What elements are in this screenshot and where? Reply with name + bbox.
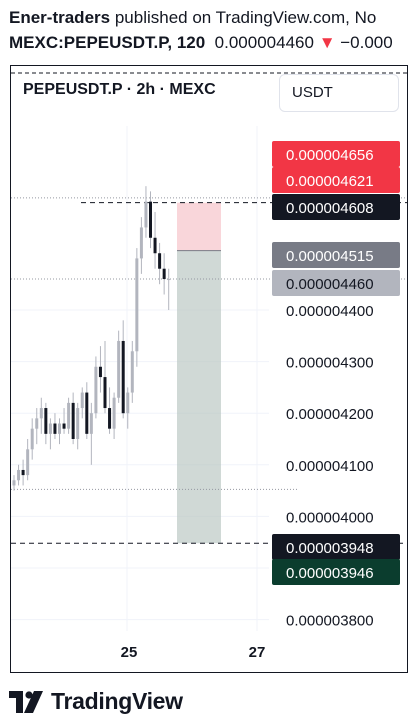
stop-loss-zone (177, 202, 221, 251)
change-down-icon: ▼ (318, 33, 336, 52)
candle (30, 428, 34, 450)
candle (58, 423, 61, 434)
y-axis-tick-label: 0.000004000 (286, 509, 374, 526)
price-label-bg (272, 167, 400, 193)
candle (67, 402, 71, 429)
price-label-tag: 0.000003948 (272, 534, 400, 560)
candle (162, 268, 166, 280)
price-label-text: 0.000004460 (286, 276, 374, 293)
price-label-bg (272, 270, 400, 296)
candle (89, 413, 93, 434)
price-label-text: 0.000003948 (286, 540, 374, 557)
author-name[interactable]: Ener-traders (9, 8, 111, 27)
symbol-interval: MEXC:PEPEUSDT.P, 120 (9, 33, 206, 52)
last-price: 0.000004460 (214, 33, 314, 52)
candle (98, 366, 102, 378)
candle (121, 340, 125, 414)
x-axis-tick-label: 27 (249, 644, 266, 661)
y-axis-tick-label: 0.000004100 (286, 458, 374, 475)
price-label-tag: 0.000004621 (272, 167, 400, 193)
candle (17, 469, 21, 481)
price-label-text: 0.000004621 (286, 173, 374, 190)
price-label-tag: 0.000004460 (272, 270, 400, 296)
candle (130, 351, 134, 393)
candle (39, 408, 43, 419)
take-profit-zone (177, 250, 221, 544)
candle (80, 392, 84, 409)
candle (71, 402, 75, 439)
candle (35, 418, 39, 429)
publish-line: Ener-traders published on TradingView.co… (9, 8, 376, 28)
chart-frame: 0.000004400 0.000004300 0.000004200 0.00000… (10, 65, 408, 673)
price-label-bg (272, 534, 400, 560)
price-label-bg (272, 242, 400, 268)
price-label-bg (272, 141, 400, 167)
x-axis-tick-label: 25 (121, 644, 138, 661)
candle (26, 449, 30, 476)
footer-brand: TradingView (9, 688, 183, 715)
candles (12, 186, 171, 491)
footer-brand-text: TradingView (51, 688, 183, 714)
candle (76, 408, 80, 439)
candle (126, 392, 130, 414)
candle (117, 340, 121, 398)
candle (153, 237, 157, 254)
symbol-line: MEXC:PEPEUSDT.P, 120 0.000004460 ▼ −0.00… (9, 33, 393, 53)
price-label-bg (272, 194, 400, 220)
candle (12, 480, 16, 486)
candle (144, 201, 148, 228)
candle (135, 258, 139, 352)
chart-canvas[interactable]: 0.000004400 0.000004300 0.000004200 0.00000… (11, 66, 408, 673)
y-axis-tick-label: 0.000004400 (286, 303, 374, 320)
currency-selector[interactable]: USDT (279, 74, 399, 112)
price-label-tag: 0.000004608 (272, 194, 400, 220)
candle (44, 408, 48, 434)
candle (139, 227, 143, 259)
tradingview-logo-icon (9, 690, 43, 713)
price-label-tag: 0.000003946 (272, 559, 400, 585)
price-change: −0.000 (340, 33, 393, 52)
candle (149, 201, 152, 238)
candle (62, 423, 66, 429)
candle (85, 392, 89, 434)
y-axis-tick-label: 0.000004300 (286, 355, 374, 372)
candle (158, 253, 162, 269)
price-label-text: 0.000004608 (286, 200, 374, 217)
price-label-bg (272, 559, 400, 585)
candle (53, 423, 57, 434)
price-label-tag: 0.000004656 (272, 141, 400, 167)
y-axis-tick-label: 0.000003800 (286, 613, 374, 630)
candle (108, 408, 112, 429)
price-label-text: 0.000003946 (286, 565, 374, 582)
y-axis-tick-label: 0.000004200 (286, 406, 374, 423)
candle (103, 377, 107, 409)
chart-title: PEPEUSDT.P · 2h · MEXC (23, 81, 216, 98)
candle (167, 279, 171, 281)
price-label-text: 0.000004656 (286, 147, 374, 164)
price-label-text: 0.000004515 (286, 248, 374, 265)
candle (112, 397, 116, 429)
grid-lines (11, 126, 269, 631)
candle (94, 366, 98, 414)
candle (21, 469, 25, 476)
published-text: published on TradingView.com, No (114, 8, 377, 27)
candle (48, 423, 52, 434)
price-label-tag: 0.000004515 (272, 242, 400, 268)
